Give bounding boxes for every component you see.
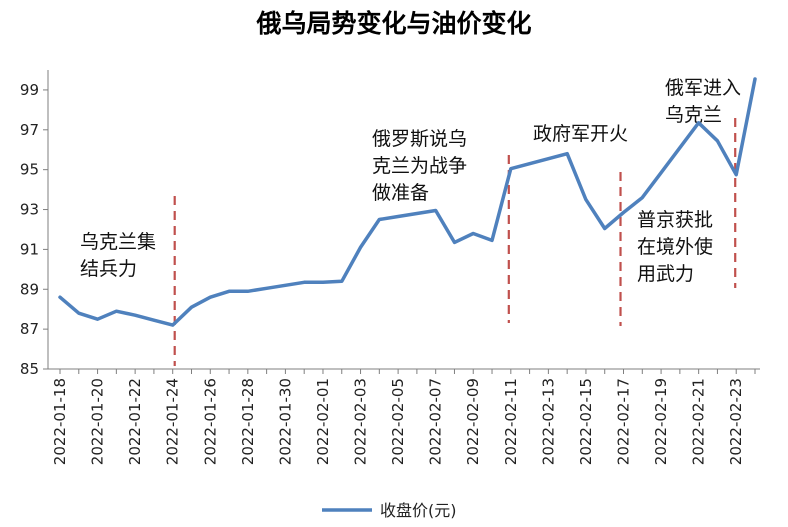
data-point	[415, 212, 419, 215]
x-tick-label: 2022-01-28	[239, 378, 257, 465]
data-point	[566, 152, 569, 155]
legend-label: 收盘价(元)	[380, 501, 457, 520]
data-point	[584, 198, 588, 201]
event-annotation: 乌克兰	[665, 104, 722, 126]
y-tick-label: 93	[20, 201, 39, 219]
event-annotation: 政府军开火	[533, 123, 628, 145]
x-tick-label: 2022-02-03	[352, 378, 370, 465]
series-line	[58, 77, 757, 327]
event-annotation: 俄军进入	[665, 77, 741, 99]
data-point	[622, 211, 625, 214]
x-tick-label: 2022-01-18	[51, 378, 69, 465]
event-annotation: 在境外使	[637, 236, 713, 258]
event-annotation: 做准备	[372, 182, 429, 204]
y-tick-label: 95	[20, 161, 39, 179]
data-point	[359, 246, 362, 249]
event-annotation: 克兰为战争	[372, 155, 467, 177]
data-point	[115, 310, 118, 313]
data-point	[209, 296, 212, 299]
y-tick-label: 91	[20, 240, 39, 258]
data-point	[472, 232, 475, 235]
y-tick-label: 87	[20, 320, 39, 338]
x-tick-label: 2022-02-11	[502, 378, 520, 465]
x-tick-label: 2022-01-20	[89, 378, 107, 465]
data-point	[547, 157, 550, 160]
y-tick-label: 89	[20, 280, 39, 298]
data-point	[603, 227, 606, 230]
data-point	[453, 241, 456, 244]
y-tick-label: 99	[20, 81, 39, 99]
x-axis: 2022-01-18 2022-01-20 2022-01-22 2022-01-24…	[48, 368, 760, 465]
data-point	[227, 290, 231, 293]
y-tick-label: 85	[20, 360, 39, 378]
x-tick-label: 2022-02-09	[464, 378, 482, 465]
chart-title: 俄乌局势变化与油价变化	[255, 9, 531, 38]
data-point	[171, 323, 174, 327]
data-point	[58, 296, 62, 299]
data-point	[96, 318, 99, 321]
data-point	[133, 314, 137, 317]
data-point	[509, 167, 512, 170]
data-point	[284, 284, 287, 287]
event-annotation: 乌克兰集	[80, 231, 156, 253]
x-tick-label: 2022-02-13	[539, 378, 557, 465]
data-point	[641, 196, 644, 199]
data-point	[340, 280, 343, 283]
data-point	[378, 218, 381, 221]
x-tick-label: 2022-02-19	[652, 378, 670, 465]
data-point	[659, 171, 663, 174]
data-point	[697, 121, 700, 125]
legend: 收盘价(元)	[322, 501, 457, 520]
event-annotation: 俄罗斯说乌	[372, 128, 467, 150]
y-tick-label: 97	[20, 121, 39, 139]
data-point	[528, 162, 531, 165]
data-point	[678, 146, 682, 149]
x-tick-label: 2022-02-15	[577, 378, 595, 465]
data-point	[152, 319, 156, 322]
data-point	[490, 239, 494, 242]
data-point	[190, 306, 193, 309]
data-point	[303, 281, 306, 284]
y-axis: 85 87 89 91 93 95 97 99	[20, 70, 49, 378]
x-tick-label: 2022-01-22	[126, 378, 144, 465]
x-tick-label: 2022-02-01	[314, 378, 332, 465]
x-tick-label: 2022-02-05	[389, 378, 407, 465]
event-annotation: 结兵力	[80, 258, 137, 280]
x-tick-label: 2022-02-07	[427, 378, 445, 465]
data-point	[716, 139, 719, 142]
data-point	[321, 281, 325, 284]
x-tick-label: 2022-02-23	[727, 378, 745, 465]
data-point	[265, 287, 268, 290]
data-point	[77, 312, 81, 315]
data-point	[246, 290, 249, 293]
event-annotation: 普京获批	[637, 209, 713, 231]
x-tick-label: 2022-02-21	[690, 378, 708, 465]
x-tick-label: 2022-01-26	[201, 378, 219, 465]
x-tick-label: 2022-02-17	[615, 378, 633, 465]
x-tick-label: 2022-01-30	[276, 378, 294, 465]
data-point	[396, 215, 400, 218]
data-point	[753, 77, 757, 81]
x-tick-label: 2022-01-24	[164, 378, 182, 465]
event-annotation: 用武力	[637, 263, 694, 285]
data-point	[434, 209, 437, 212]
data-point	[735, 173, 738, 176]
series-layer	[58, 77, 757, 327]
